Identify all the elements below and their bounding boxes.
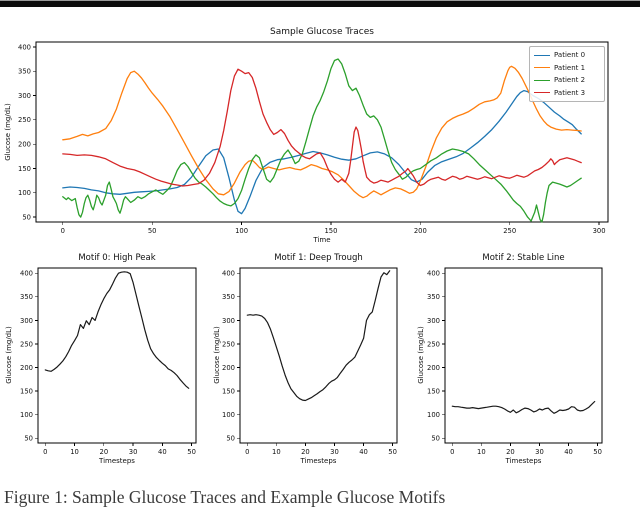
plot-frame	[35, 41, 609, 223]
x-tick-label: 30	[535, 448, 544, 456]
x-tick-label: 10	[272, 448, 281, 456]
series-patient-0	[62, 89, 582, 215]
motif0-chart: 0 10 20 30 40 50 50 100 150 200 250 300 350 400	[20, 267, 197, 456]
legend: Patient 0 Patient 1 Patient 2 Patient 3	[529, 46, 605, 102]
x-tick-label: 50	[388, 448, 397, 456]
plot-frame	[239, 267, 398, 444]
y-tick-label: 250	[20, 340, 33, 348]
x-tick-label: 20	[100, 448, 109, 456]
y-tick-label: 150	[18, 165, 31, 173]
top-crop-bar	[0, 0, 640, 7]
x-tick-label: 20	[301, 448, 310, 456]
y-tick-label: 200	[427, 364, 440, 372]
x-tick-label: 250	[503, 227, 516, 235]
x-tick-label: 0	[450, 448, 454, 456]
y-tick-label: 100	[222, 411, 235, 419]
y-tick-label: 150	[222, 388, 235, 396]
y-tick-label: 250	[222, 340, 235, 348]
y-tick-label: 200	[222, 364, 235, 372]
x-tick-label: 0	[43, 448, 47, 456]
motif1-yaxis-label: Glucose (mg/dL)	[213, 326, 221, 384]
legend-item: Patient 3	[534, 87, 600, 100]
legend-label: Patient 1	[554, 63, 586, 72]
y-tick-label: 300	[18, 92, 31, 100]
y-tick-label: 400	[18, 43, 31, 51]
y-tick-label: 50	[24, 435, 33, 443]
legend-item: Patient 1	[534, 62, 600, 75]
legend-line-sample	[534, 92, 550, 94]
motif2-title: Motif 2: Stable Line	[482, 253, 565, 263]
y-tick-label: 350	[20, 293, 33, 301]
x-tick-label: 10	[70, 448, 79, 456]
y-tick-label: 200	[18, 141, 31, 149]
x-tick-label: 50	[593, 448, 602, 456]
y-tick-label: 400	[222, 270, 235, 278]
x-tick-label: 200	[414, 227, 427, 235]
motif2-yaxis-label: Glucose (mg/dL)	[417, 326, 425, 384]
x-tick-label: 150	[324, 227, 337, 235]
x-tick-label: 40	[158, 448, 167, 456]
x-tick-label: 0	[61, 227, 65, 235]
legend-line-sample	[534, 54, 550, 56]
y-tick-label: 300	[222, 317, 235, 325]
y-tick-label: 350	[18, 68, 31, 76]
series-motif-1	[246, 270, 391, 402]
y-tick-label: 100	[20, 411, 33, 419]
y-tick-label: 400	[20, 270, 33, 278]
motif1-chart: 0 10 20 30 40 50 50 100 150 200 250 300 350 400	[222, 267, 398, 456]
x-tick-label: 50	[148, 227, 157, 235]
y-tick-label: 150	[427, 388, 440, 396]
x-tick-label: 100	[235, 227, 248, 235]
series-motif-2	[451, 400, 596, 414]
y-tick-label: 100	[427, 411, 440, 419]
y-tick-label: 400	[427, 270, 440, 278]
x-tick-label: 300	[593, 227, 606, 235]
y-tick-label: 300	[20, 317, 33, 325]
legend-label: Patient 3	[554, 88, 586, 97]
y-tick-label: 50	[22, 214, 31, 222]
y-tick-label: 50	[226, 435, 235, 443]
plot-frame	[444, 267, 603, 444]
legend-label: Patient 0	[554, 51, 586, 59]
y-tick-label: 250	[18, 116, 31, 124]
y-tick-label: 350	[427, 293, 440, 301]
y-tick-label: 350	[222, 293, 235, 301]
motif2-chart: 0 10 20 30 40 50 50 100 150 200 250 300 350 400	[427, 267, 603, 456]
main-xaxis-label: Time	[313, 236, 331, 244]
x-tick-label: 30	[129, 448, 138, 456]
y-tick-label: 200	[20, 364, 33, 372]
y-tick-label: 100	[18, 189, 31, 197]
main-yaxis-label: Glucose (mg/dL)	[4, 103, 12, 161]
figure-caption: Figure 1: Sample Glucose Traces and Exam…	[4, 487, 446, 507]
main-chart-title: Sample Glucose Traces	[270, 27, 374, 37]
x-tick-label: 10	[477, 448, 486, 456]
y-tick-label: 250	[427, 340, 440, 348]
x-tick-label: 20	[506, 448, 515, 456]
x-tick-label: 40	[564, 448, 573, 456]
x-tick-label: 50	[187, 448, 196, 456]
x-tick-label: 0	[245, 448, 249, 456]
x-tick-label: 40	[359, 448, 368, 456]
motif0-title: Motif 0: High Peak	[78, 253, 156, 263]
legend-line-sample	[534, 79, 550, 81]
motif0-xaxis-label: Timesteps	[99, 457, 135, 465]
series-patient-2	[62, 58, 582, 223]
motif1-title: Motif 1: Deep Trough	[274, 253, 363, 263]
legend-item: Patient 2	[534, 74, 600, 87]
legend-line-sample	[534, 67, 550, 69]
main-chart: 0 50 100 150 200 250 300 50 100 150 200 250 300 350 40…	[18, 41, 609, 235]
plot-frame	[37, 267, 197, 444]
x-tick-label: 30	[330, 448, 339, 456]
motif1-xaxis-label: Timesteps	[300, 457, 337, 465]
series-patient-3	[62, 68, 582, 187]
y-tick-label: 150	[20, 388, 33, 396]
y-tick-label: 300	[427, 317, 440, 325]
legend-item: Patient 0	[534, 49, 600, 62]
motif2-xaxis-label: Timesteps	[505, 457, 542, 465]
series-patient-1	[62, 65, 582, 199]
motif0-yaxis-label: Glucose (mg/dL)	[5, 326, 13, 384]
series-motif-0	[44, 271, 190, 389]
legend-label: Patient 2	[554, 76, 586, 84]
y-tick-label: 50	[431, 435, 440, 443]
